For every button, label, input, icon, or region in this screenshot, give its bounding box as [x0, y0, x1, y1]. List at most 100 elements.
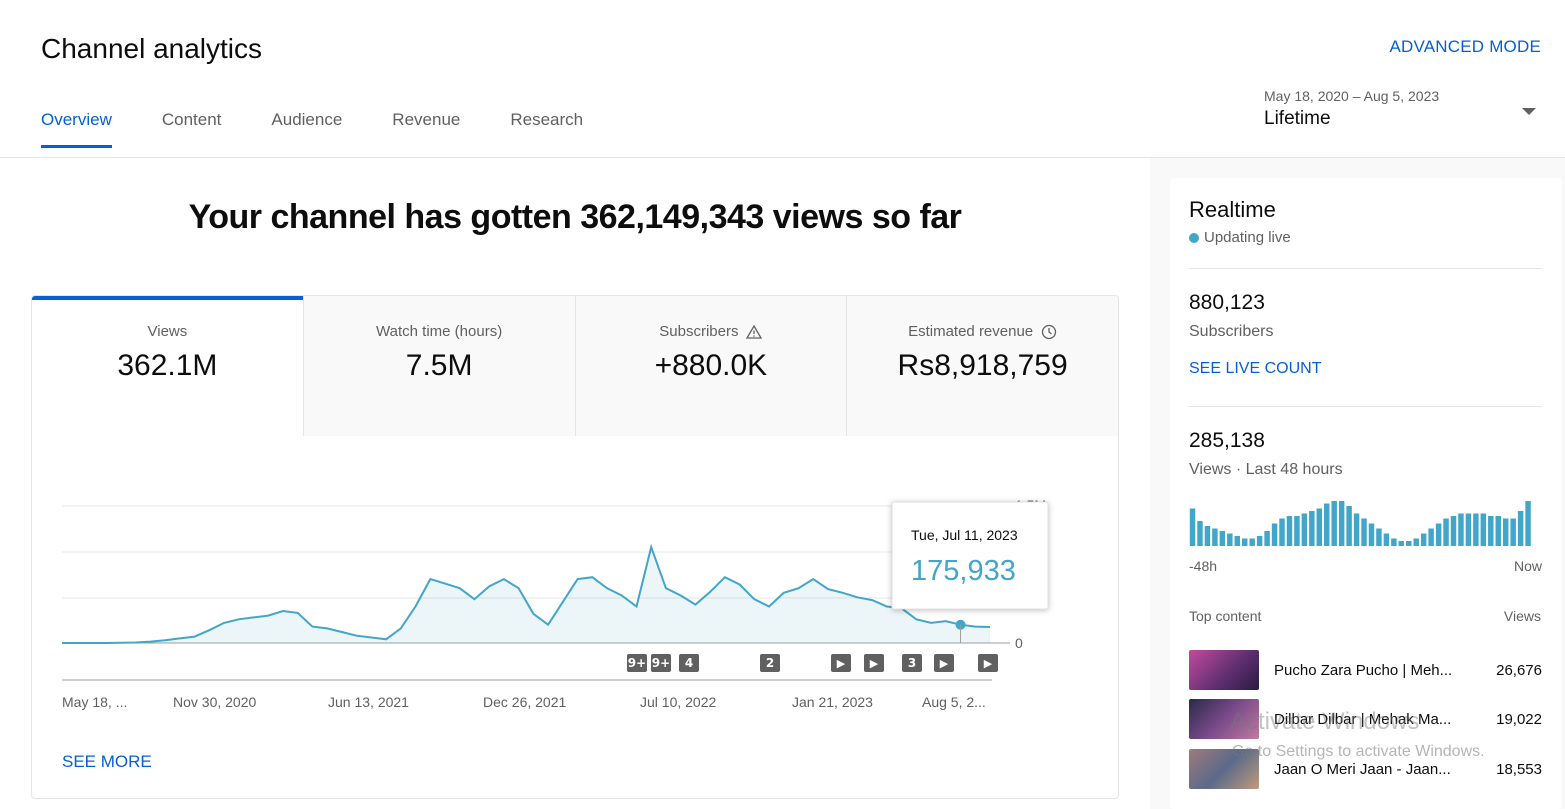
event-marker[interactable]: 4 — [679, 654, 699, 672]
top-content-item[interactable]: Dilbar Dilbar | Mehak Ma... 19,022 — [1189, 699, 1542, 739]
realtime-bar — [1383, 533, 1390, 546]
event-marker-box — [651, 654, 671, 672]
event-marker[interactable]: 9+ — [627, 654, 647, 672]
realtime-bar — [1488, 516, 1494, 546]
x-tick-label: Dec 26, 2021 — [483, 694, 566, 710]
bars-axis-end: Now — [1513, 558, 1542, 574]
tab-audience[interactable]: Audience — [271, 110, 343, 129]
realtime-bar — [1242, 538, 1248, 546]
dropdown-caret-icon — [1522, 108, 1536, 115]
realtime-views-value: 285,138 — [1189, 429, 1265, 452]
x-tick-label: Jan 21, 2023 — [792, 694, 873, 710]
event-markers: 9+ 9+ 4 2 ▶ ▶ 3 ▶ ▶ — [627, 654, 998, 672]
realtime-bar — [1353, 513, 1360, 546]
metric-tab-views[interactable]: Views 362.1M — [32, 296, 303, 436]
event-marker-label: 2 — [766, 656, 774, 670]
event-marker-label: ▶ — [940, 657, 949, 670]
event-marker-box — [679, 654, 699, 672]
realtime-bar — [1309, 511, 1315, 546]
divider — [1189, 406, 1542, 407]
video-title: Pucho Zara Pucho | Meh... — [1274, 661, 1453, 679]
video-thumbnail — [1189, 749, 1259, 789]
see-more-link[interactable]: SEE MORE — [62, 752, 152, 771]
realtime-subscribers-value: 880,123 — [1189, 291, 1265, 314]
realtime-bar — [1338, 501, 1345, 546]
metric-label-text: Subscribers — [659, 323, 739, 340]
event-marker-label: ▶ — [837, 657, 846, 670]
tab-research[interactable]: Research — [510, 110, 584, 129]
event-marker-box — [934, 654, 954, 672]
tab-overview[interactable]: Overview — [41, 110, 112, 148]
realtime-bar — [1271, 523, 1278, 546]
realtime-bar — [1234, 536, 1240, 546]
event-marker-label: 9+ — [652, 656, 670, 670]
x-tick-labels: May 18, ... Nov 30, 2020 Jun 13, 2021 Dec 2… — [62, 694, 986, 710]
event-marker[interactable]: ▶ — [978, 654, 998, 672]
overview-main: Your channel has gotten 362,149,343 view… — [0, 158, 1150, 809]
realtime-bar — [1227, 533, 1233, 546]
realtime-bar — [1495, 516, 1501, 546]
tab-content[interactable]: Content — [161, 110, 222, 129]
realtime-bar — [1428, 528, 1434, 546]
event-marker[interactable]: 9+ — [651, 654, 671, 672]
metric-tab-subscribers[interactable]: Subscribers +880.0K — [574, 296, 847, 436]
realtime-bar — [1301, 513, 1308, 546]
realtime-bar — [1219, 531, 1226, 546]
metrics-card: Views 362.1M Watch time (hours) 7.5M Sub… — [31, 295, 1119, 799]
top-content-item[interactable]: Jaan O Meri Jaan - Jaan... 18,553 — [1189, 749, 1542, 789]
realtime-bar — [1502, 518, 1509, 546]
event-marker[interactable]: 3 — [902, 654, 922, 672]
date-range-text: May 18, 2020 – Aug 5, 2023 — [1264, 88, 1440, 104]
date-range-picker[interactable]: May 18, 2020 – Aug 5, 2023 Lifetime — [1264, 88, 1544, 130]
metric-tab-revenue[interactable]: Estimated revenue Rs8,918,759 — [846, 296, 1118, 436]
event-marker[interactable]: ▶ — [864, 654, 884, 672]
realtime-bar — [1189, 508, 1196, 546]
realtime-bar — [1197, 521, 1203, 546]
realtime-bar — [1361, 518, 1367, 546]
realtime-bar — [1413, 538, 1419, 546]
divider — [1189, 268, 1542, 269]
page-title: Channel analytics — [41, 33, 263, 64]
x-tick-label: Aug 5, 2... — [922, 694, 986, 710]
y-tick-label: 0 — [1015, 635, 1023, 651]
realtime-bar — [1435, 523, 1442, 546]
windows-activation-subtext: Go to Settings to activate Windows. — [1232, 743, 1485, 760]
top-content-item[interactable]: Pucho Zara Pucho | Meh... 26,676 — [1189, 650, 1542, 690]
realtime-views-label: Views · Last 48 hours — [1189, 461, 1343, 478]
realtime-bar — [1510, 518, 1516, 546]
x-tick-label: Jul 10, 2022 — [640, 694, 716, 710]
event-marker[interactable]: ▶ — [831, 654, 851, 672]
event-marker-label: 9+ — [628, 656, 646, 670]
tooltip-date: Tue, Jul 11, 2023 — [911, 527, 1018, 543]
x-tick-label: Jun 13, 2021 — [328, 694, 409, 710]
event-marker-label: ▶ — [870, 657, 879, 670]
see-live-count-link[interactable]: SEE LIVE COUNT — [1189, 360, 1322, 377]
event-marker-label: 3 — [908, 656, 916, 670]
event-marker[interactable]: 2 — [760, 654, 780, 672]
video-title: Jaan O Meri Jaan - Jaan... — [1274, 760, 1451, 778]
date-period-label: Lifetime — [1264, 108, 1331, 129]
realtime-bar — [1286, 516, 1293, 546]
tab-revenue[interactable]: Revenue — [392, 110, 461, 129]
chart-series-line — [62, 543, 991, 644]
metric-tabs: Views 362.1M Watch time (hours) 7.5M Sub… — [32, 296, 1118, 436]
realtime-bar — [1256, 536, 1263, 546]
metric-tab-watch-time[interactable]: Watch time (hours) 7.5M — [302, 296, 575, 436]
video-thumbnail — [1189, 699, 1259, 739]
event-marker-box — [902, 654, 922, 672]
advanced-mode-button[interactable]: ADVANCED MODE — [1389, 37, 1541, 56]
metric-label-text: Estimated revenue — [908, 323, 1034, 340]
warning-icon — [746, 324, 763, 339]
live-label: Updating live — [1204, 229, 1291, 246]
event-marker-box — [627, 654, 647, 672]
event-marker[interactable]: ▶ — [934, 654, 954, 672]
realtime-views-bar-chart[interactable] — [1189, 496, 1532, 546]
realtime-bar — [1473, 513, 1479, 546]
chart-tooltip: Tue, Jul 11, 2023 175,933 — [891, 501, 1049, 610]
realtime-subscribers-label: Subscribers — [1189, 323, 1274, 340]
realtime-live-status: Updating live — [1189, 229, 1291, 246]
event-marker-box — [831, 654, 851, 672]
x-tick-label: Nov 30, 2020 — [173, 694, 256, 710]
